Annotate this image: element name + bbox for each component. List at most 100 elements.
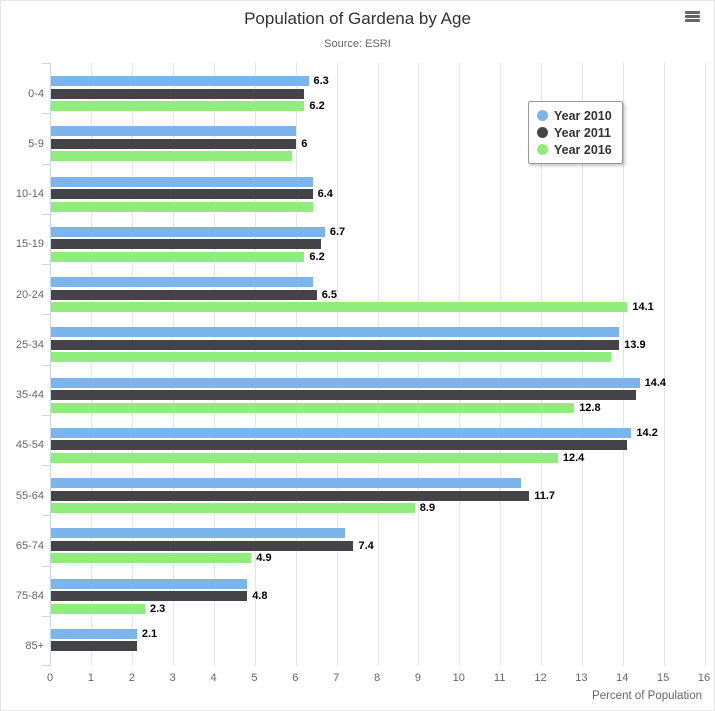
x-axis-tick-label: 8 [373,672,381,684]
x-axis-tick-label: 5 [251,672,258,684]
bar-year-2010-35-44[interactable] [51,377,640,388]
bar-year-2016-15-19[interactable] [51,251,305,262]
category-label: 45-54 [15,439,44,452]
bar-year-2010-10-14[interactable] [51,176,313,187]
bar-year-2016-75-84[interactable] [51,603,145,614]
gridline [459,63,461,666]
x-axis-tick-label: 0 [46,672,54,684]
bar-year-2011-85+[interactable] [51,641,137,652]
category-label: 20-24 [15,288,44,301]
bar-year-2016-55-64[interactable] [51,503,415,513]
legend-item-year-2011[interactable]: Year 2011 [537,124,612,141]
category-tick [42,63,50,64]
category-tick [42,314,50,316]
x-axis-tick-label: 6 [292,672,299,684]
bar-year-2011-55-64[interactable] [51,490,530,501]
bar-year-2010-0-4[interactable] [51,76,309,86]
bar-year-2011-15-19[interactable] [51,239,321,250]
x-axis-tick-label: 2 [128,672,135,684]
bar-year-2010-20-24[interactable] [51,277,313,287]
x-axis-tick-label: 1 [87,672,94,684]
category-label: 65-74 [15,539,44,552]
hamburger-line [685,15,700,18]
gridline [377,63,379,666]
bar-year-2010-65-74[interactable] [51,528,346,539]
category-label: 0-4 [28,87,44,100]
data-label: 14.1 [632,301,654,313]
bar-year-2011-10-14[interactable] [51,189,313,199]
legend-item-year-2010[interactable]: Year 2010 [537,107,612,124]
legend-label: Year 2010 [554,108,612,123]
legend-marker-year-2010 [537,110,548,121]
bar-year-2011-35-44[interactable] [51,390,636,400]
category-tick [42,364,50,366]
category-label: 15-19 [15,238,44,251]
bar-year-2010-75-84[interactable] [51,578,248,589]
bar-year-2011-0-4[interactable] [51,88,305,99]
category-tick [42,414,50,416]
bar-year-2016-35-44[interactable] [51,402,575,413]
x-axis-tick-label: 14 [616,672,629,684]
gridline [704,63,706,666]
plot-area: 0-4 6.3 6.2 5-9 6 10-14 6.4 15-19 6.7 6.2 20-24 6.5… [16,63,706,666]
x-axis-tick-label: 16 [697,672,711,684]
data-label: 12.4 [562,451,585,464]
bar-year-2010-25-34[interactable] [51,327,620,338]
bar-year-2011-5-9[interactable] [51,138,297,149]
gridline [581,63,583,666]
bar-year-2011-20-24[interactable] [51,289,317,300]
legend-item-year-2016[interactable]: Year 2016 [537,141,612,158]
bar-year-2010-45-54[interactable] [51,427,632,438]
data-label: 14.4 [644,376,667,389]
bar-year-2016-45-54[interactable] [51,452,558,463]
bar-year-2010-5-9[interactable] [51,126,297,137]
legend-marker-year-2011 [537,127,548,138]
category-label: 35-44 [15,389,44,401]
category-tick [42,163,50,165]
gridline [91,63,93,666]
hamburger-line [685,11,700,14]
bar-year-2011-25-34[interactable] [51,339,620,350]
x-axis-tick-label: 7 [333,672,340,684]
bar-year-2010-85+[interactable] [51,628,137,639]
category-tick [42,615,50,617]
bar-year-2016-65-74[interactable] [51,553,252,564]
bar-year-2011-65-74[interactable] [51,540,354,551]
bar-year-2010-55-64[interactable] [51,478,522,488]
x-axis-tick-label: 12 [534,672,547,684]
data-label: 11.7 [534,489,556,502]
hamburger-line [685,19,700,22]
category-tick [42,213,50,215]
data-label: 6.7 [329,225,346,238]
chart-subtitle: Source: ESRI [324,38,391,50]
bar-year-2016-0-4[interactable] [51,101,305,111]
x-axis-tick-label: 4 [210,672,217,684]
hamburger-menu-icon[interactable] [685,11,700,24]
bar-year-2010-15-19[interactable] [51,226,325,237]
bar-year-2011-45-54[interactable] [51,440,628,451]
bar-year-2011-75-84[interactable] [51,591,248,601]
bar-year-2016-25-34[interactable] [51,352,611,363]
category-label: 85+ [25,640,44,653]
data-label: 14.2 [636,426,658,439]
bar-year-2016-5-9[interactable] [51,151,293,162]
category-tick [42,515,50,517]
data-label: 6.4 [317,188,333,200]
data-label: 6.2 [309,100,325,112]
data-label: 8.9 [419,502,436,514]
gridline [663,63,665,666]
legend-marker-year-2016 [537,144,548,155]
legend-label: Year 2016 [554,142,612,157]
gridline [254,63,256,666]
bar-year-2016-10-14[interactable] [51,201,313,212]
data-label: 7.4 [358,539,374,552]
x-axis-labels: 0 1 2 3 4 5 6 7 8 9 10 11 12 13 14 15 16 [47,672,710,686]
category-tick [42,465,50,466]
data-label: 12.8 [579,401,601,414]
category-label: 10-14 [15,188,44,200]
bar-year-2016-20-24[interactable] [51,302,628,312]
gridline [418,63,420,666]
gridline [336,63,338,666]
category-tick [42,665,50,666]
